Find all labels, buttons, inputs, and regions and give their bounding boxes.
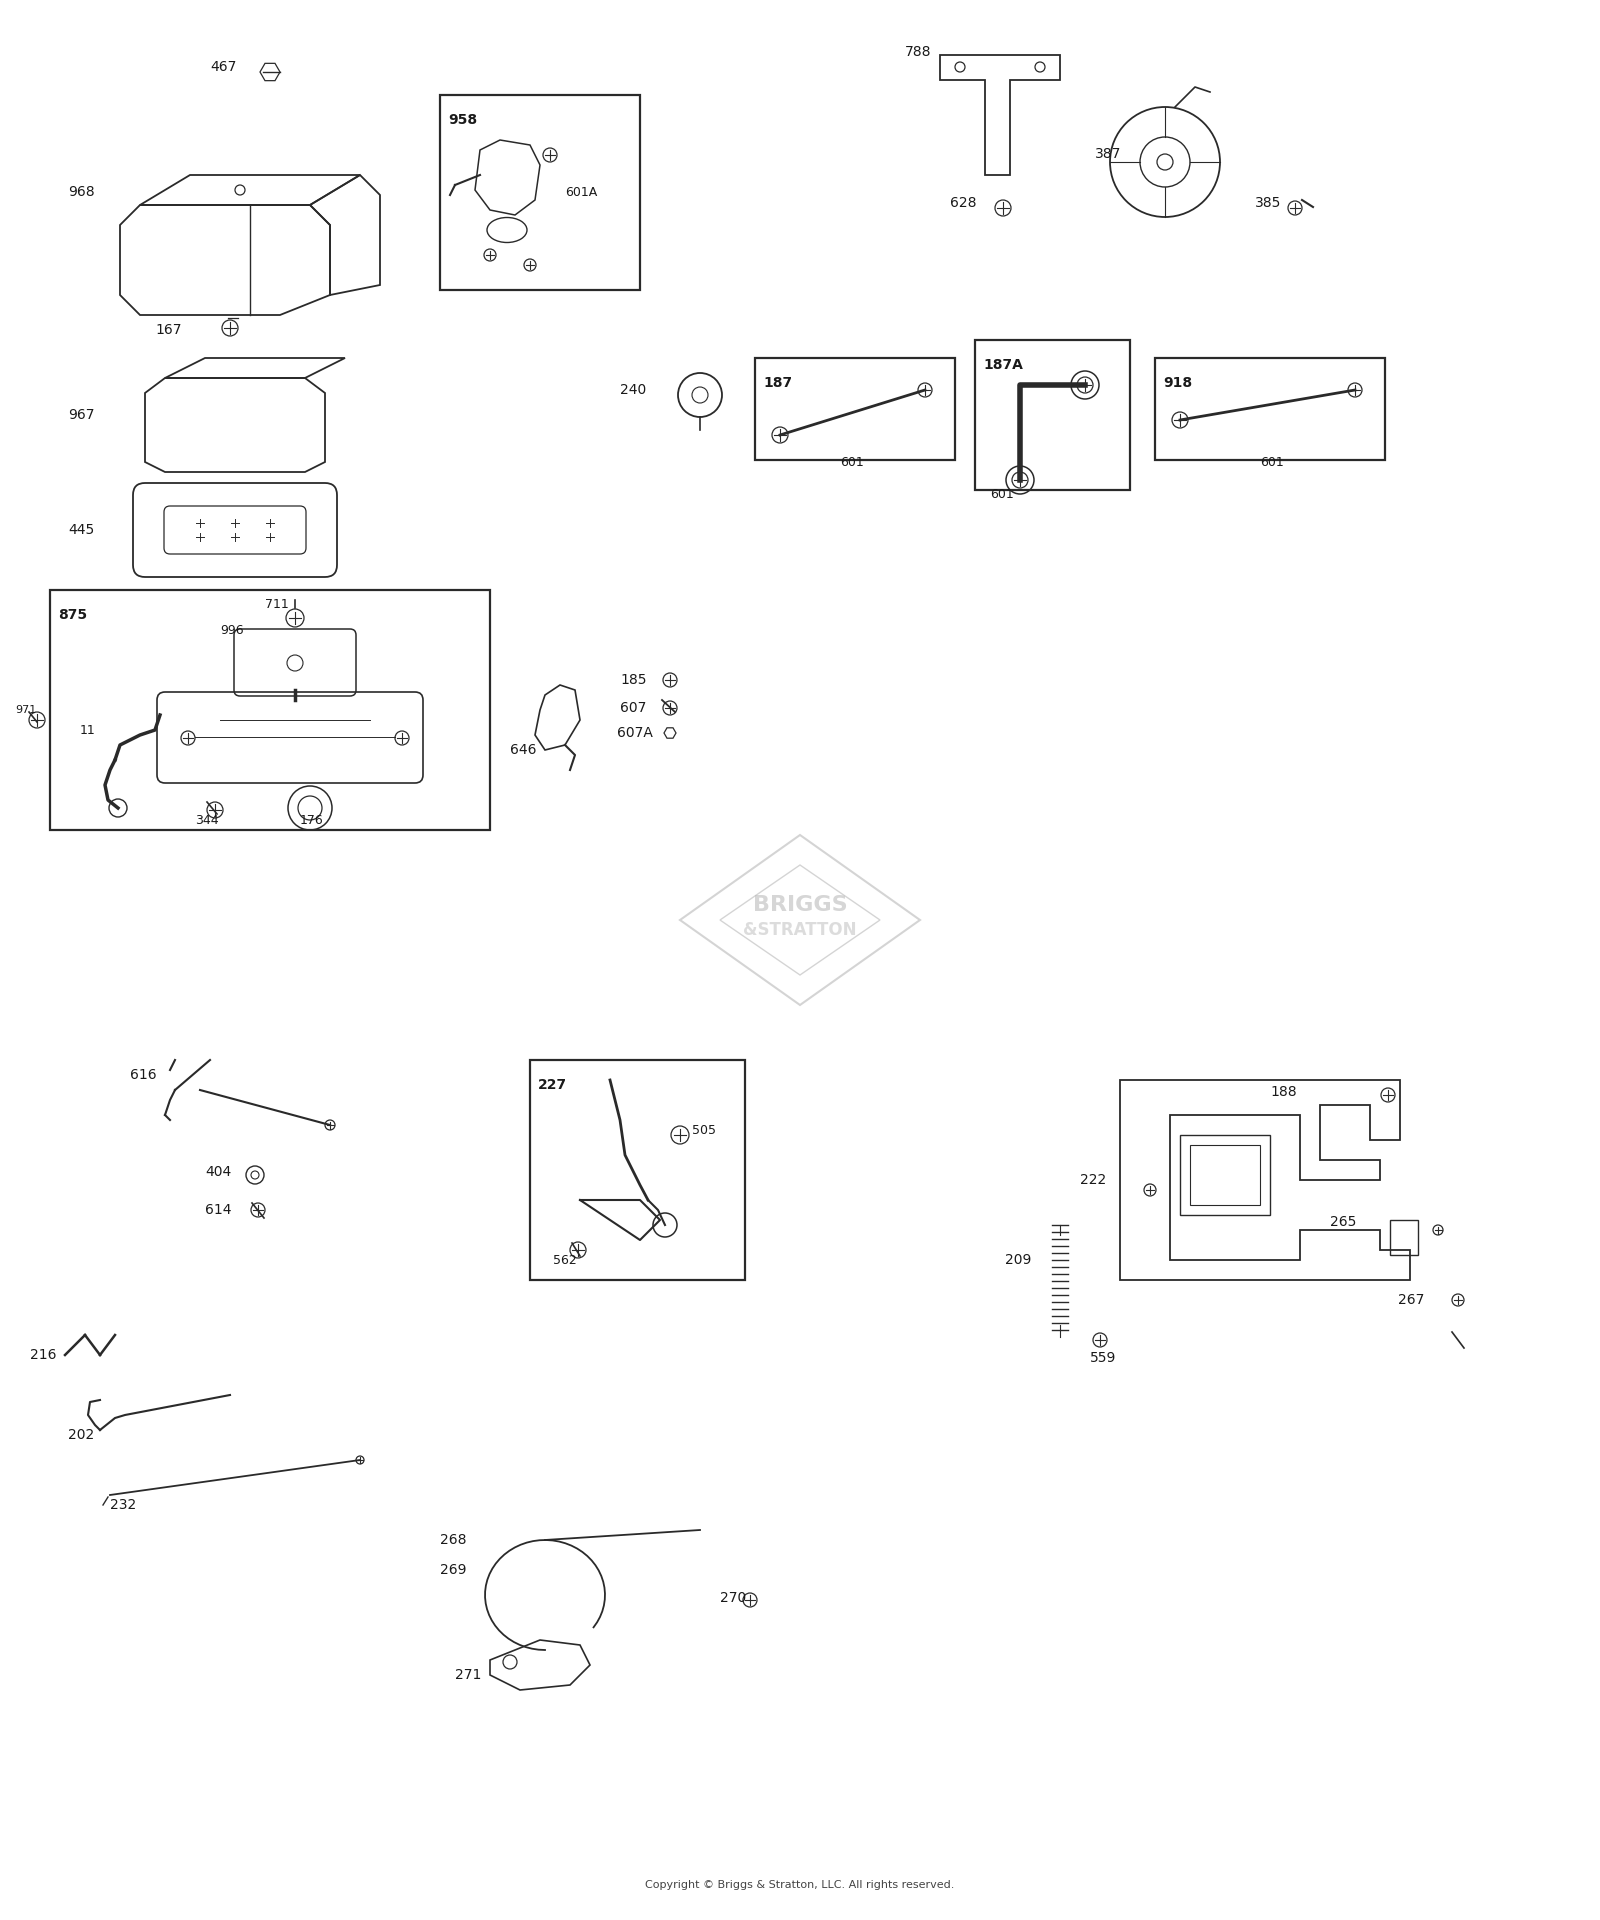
- Text: 601: 601: [990, 488, 1014, 501]
- Text: 11: 11: [80, 724, 96, 737]
- Text: 268: 268: [440, 1532, 467, 1548]
- Text: 227: 227: [538, 1077, 566, 1092]
- Text: 467: 467: [210, 60, 237, 75]
- Text: 628: 628: [950, 196, 976, 209]
- Text: 187: 187: [763, 376, 792, 390]
- Text: 918: 918: [1163, 376, 1192, 390]
- Text: 562: 562: [554, 1254, 576, 1267]
- Text: 209: 209: [1005, 1254, 1032, 1267]
- Text: 240: 240: [621, 382, 646, 397]
- Text: 445: 445: [67, 522, 94, 538]
- Text: 271: 271: [454, 1668, 482, 1682]
- Text: 958: 958: [448, 113, 477, 127]
- Text: 967: 967: [67, 409, 94, 422]
- Text: &STRATTON: &STRATTON: [744, 922, 856, 939]
- Text: 404: 404: [205, 1165, 232, 1179]
- Text: 387: 387: [1094, 148, 1122, 161]
- Bar: [1190, 1144, 1261, 1206]
- Text: 222: 222: [1080, 1173, 1106, 1187]
- Text: 167: 167: [155, 323, 181, 338]
- Text: 875: 875: [58, 609, 86, 622]
- Text: 607A: 607A: [618, 726, 653, 739]
- Bar: [755, 357, 955, 461]
- Bar: [530, 1060, 746, 1281]
- Text: 344: 344: [195, 814, 219, 826]
- Text: 607: 607: [621, 701, 646, 714]
- Text: 711: 711: [266, 599, 288, 611]
- Text: 614: 614: [205, 1204, 232, 1217]
- Bar: [1181, 1135, 1270, 1215]
- Text: 559: 559: [1090, 1352, 1117, 1365]
- Text: BRIGGS: BRIGGS: [752, 895, 848, 916]
- Bar: [1155, 357, 1386, 461]
- Text: Copyright © Briggs & Stratton, LLC. All rights reserved.: Copyright © Briggs & Stratton, LLC. All …: [645, 1880, 955, 1889]
- Text: 270: 270: [720, 1592, 746, 1605]
- Bar: [974, 340, 1130, 490]
- Text: 646: 646: [510, 743, 536, 756]
- Text: 616: 616: [130, 1068, 157, 1083]
- Text: 216: 216: [30, 1348, 56, 1361]
- Bar: [50, 589, 490, 829]
- Text: 202: 202: [67, 1428, 94, 1442]
- Text: 385: 385: [1254, 196, 1282, 209]
- Text: 601: 601: [1261, 455, 1283, 468]
- Bar: [1390, 1219, 1418, 1256]
- Text: 185: 185: [621, 674, 646, 687]
- Text: 187A: 187A: [982, 357, 1022, 372]
- Text: 232: 232: [110, 1498, 136, 1513]
- Text: 601: 601: [840, 455, 864, 468]
- Text: 505: 505: [691, 1123, 717, 1137]
- Text: 968: 968: [67, 184, 94, 200]
- Text: 971: 971: [14, 705, 37, 714]
- Text: 788: 788: [906, 44, 931, 60]
- Text: 265: 265: [1330, 1215, 1357, 1229]
- Text: 269: 269: [440, 1563, 467, 1576]
- Bar: [440, 94, 640, 290]
- Text: 188: 188: [1270, 1085, 1296, 1098]
- Text: 996: 996: [221, 624, 243, 637]
- Text: 267: 267: [1398, 1292, 1424, 1308]
- Text: 601A: 601A: [565, 186, 597, 200]
- Text: 176: 176: [301, 814, 323, 826]
